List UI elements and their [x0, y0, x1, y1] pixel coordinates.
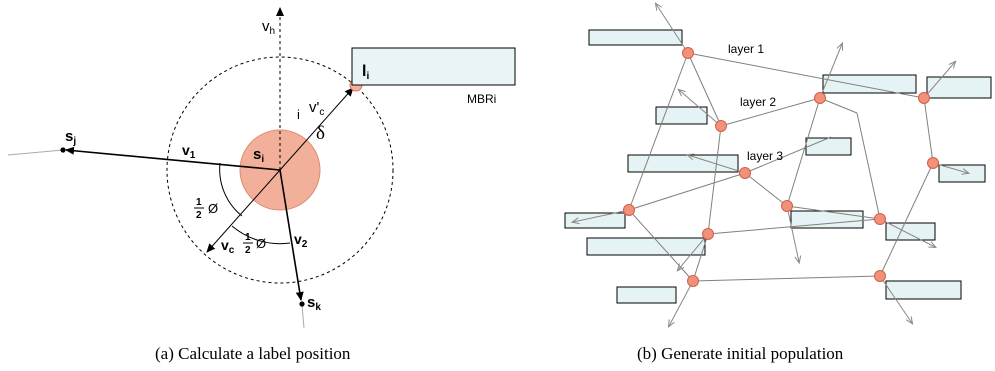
point-sj	[60, 147, 66, 153]
direction-arrow	[679, 90, 722, 127]
population-node	[702, 228, 714, 240]
point-sk	[299, 301, 305, 307]
direction-arrow	[786, 205, 799, 262]
vj-extension-line	[7, 149, 64, 156]
edge	[856, 112, 881, 220]
label-box	[822, 74, 917, 94]
half-angle-arc-1	[219, 162, 243, 217]
v2-arrow	[279, 169, 304, 301]
label-sk: sk	[307, 294, 321, 313]
vc-prime-arrow	[279, 87, 354, 171]
label-sj: sj	[65, 128, 76, 147]
half-phi-left: 1 2 Ø	[194, 197, 218, 221]
edge	[879, 162, 934, 277]
edge	[707, 125, 722, 235]
panel-b-diagram: layer 1 layer 2 layer 3 (b) Generate ini…	[564, 4, 992, 363]
svg-text:1: 1	[245, 232, 251, 243]
direction-arrow	[879, 275, 912, 323]
svg-text:1: 1	[196, 197, 202, 208]
label-box	[805, 137, 852, 156]
label-delta: δ	[316, 123, 325, 144]
label-box	[588, 29, 683, 46]
label-box	[938, 164, 986, 183]
label-box	[655, 106, 708, 125]
label-vh: vh	[262, 18, 275, 37]
edge	[692, 233, 709, 282]
edge	[786, 205, 881, 220]
label-vc: vc	[221, 237, 235, 256]
label-box	[885, 280, 962, 300]
half-angle-arc-2	[231, 225, 291, 245]
direction-arrow	[688, 155, 746, 174]
panel-a-diagram: vh sj sk si li i v'c δ v1 v2 vc 1 2 Ø 1 …	[7, 7, 516, 363]
edge	[720, 97, 821, 127]
population-node	[918, 92, 930, 104]
population-node	[781, 200, 793, 212]
label-mbr: MBRi	[467, 92, 496, 106]
direction-arrow	[678, 233, 709, 270]
label-i: i	[297, 107, 300, 122]
direction-arrow	[573, 209, 630, 222]
population-node	[927, 157, 939, 169]
population-node	[874, 213, 886, 225]
svg-text:Ø: Ø	[256, 236, 266, 251]
svg-text:2: 2	[196, 210, 202, 221]
edge	[707, 218, 881, 235]
label-box	[564, 212, 626, 229]
population-node	[739, 167, 751, 179]
direction-arrow	[879, 218, 935, 247]
direction-arrow	[932, 162, 968, 173]
vk-extension-line	[301, 304, 305, 329]
svg-text:Ø: Ø	[208, 201, 218, 216]
direction-arrow	[669, 280, 694, 326]
edge	[692, 275, 881, 282]
population-node	[682, 47, 694, 59]
label-li: li	[362, 63, 369, 82]
edge	[687, 52, 925, 99]
label-box	[586, 237, 706, 256]
population-node	[687, 275, 699, 287]
label-si: si	[253, 146, 264, 165]
edge	[786, 97, 821, 207]
edge	[819, 97, 858, 114]
edge	[923, 97, 934, 164]
edge	[744, 136, 832, 174]
caption-b: (b) Generate initial population	[637, 344, 844, 363]
edge	[628, 172, 746, 211]
label-vc-prime: v'c	[309, 99, 324, 118]
edge	[687, 52, 722, 127]
vc-arrow	[206, 169, 281, 253]
layer-1-label: layer 1	[728, 42, 764, 56]
caption-a: (a) Calculate a label position	[155, 344, 351, 363]
label-v1: v1	[182, 142, 196, 161]
half-phi-bottom: 1 2 Ø	[243, 232, 266, 256]
label-box	[627, 154, 739, 173]
direction-arrow	[819, 44, 842, 99]
label-box	[790, 210, 864, 229]
layer-3-label: layer 3	[747, 149, 783, 163]
label-box	[885, 222, 936, 241]
edge	[628, 52, 689, 211]
search-radius-circle	[166, 56, 394, 284]
direction-arrow	[656, 4, 689, 54]
population-node	[814, 92, 826, 104]
label-box	[926, 76, 992, 99]
edge	[744, 172, 788, 207]
population-node	[874, 270, 886, 282]
population-node	[623, 204, 635, 216]
direction-arrow	[923, 62, 955, 99]
population-node	[715, 120, 727, 132]
mbr-box	[351, 47, 516, 86]
label-box	[616, 286, 677, 304]
layer-2-label: layer 2	[740, 95, 776, 109]
v1-arrow	[65, 146, 281, 171]
label-v2: v2	[294, 231, 308, 250]
svg-text:2: 2	[245, 245, 251, 256]
